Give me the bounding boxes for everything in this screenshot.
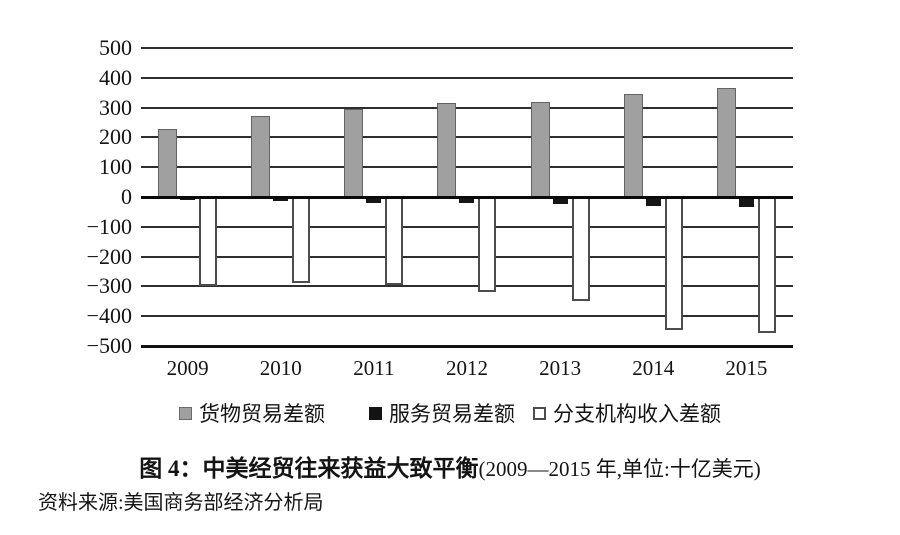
legend-label-goods: 货物贸易差额 xyxy=(199,402,325,426)
bar-white-2011 xyxy=(385,197,404,285)
legend-item-goods: 货物贸易差额 xyxy=(179,398,325,428)
y-tick-label: −400 xyxy=(86,303,132,329)
bar-gray-2015 xyxy=(716,87,736,197)
bar-black-2011 xyxy=(366,197,382,203)
bar-white-2010 xyxy=(292,197,311,284)
x-tick-label-2010: 2010 xyxy=(259,356,302,380)
y-tick-label: 100 xyxy=(99,154,132,180)
bar-white-2009 xyxy=(199,197,217,287)
zero-axis-line xyxy=(141,195,793,199)
y-tick-label: −500 xyxy=(86,333,132,358)
x-tick-label-2012: 2012 xyxy=(445,356,488,380)
y-tick-label: 500 xyxy=(99,35,132,60)
bar-gray-2011 xyxy=(344,109,364,197)
gridline-300 xyxy=(141,106,793,109)
gridline--400 xyxy=(141,315,793,318)
figure-title-main: 图 4：中美经贸往来获益大致平衡 xyxy=(139,456,479,481)
bar-black-2013 xyxy=(552,197,568,205)
y-tick-label: 400 xyxy=(99,64,132,90)
bar-gray-2014 xyxy=(623,94,643,197)
legend: 货物贸易差额 服务贸易差额 分支机构收入差额 xyxy=(0,398,900,428)
x-tick-label-2009: 2009 xyxy=(166,356,209,380)
source-note: 资料来源:美国商务部经济分析局 xyxy=(38,492,324,514)
gridline--100 xyxy=(141,225,793,228)
bar-white-2014 xyxy=(664,197,683,330)
gridline--200 xyxy=(141,255,793,258)
bar-gray-2012 xyxy=(437,103,457,197)
bar-white-2012 xyxy=(478,197,497,293)
x-tick-label-2013: 2013 xyxy=(539,356,582,380)
bar-gray-2010 xyxy=(251,115,271,197)
goods-swatch-icon xyxy=(179,406,192,420)
y-tick-label: 300 xyxy=(99,94,132,120)
bar-gray-2009 xyxy=(158,129,177,197)
y-tick-label: 200 xyxy=(99,124,132,150)
legend-item-services: 服务贸易差额 xyxy=(369,398,515,428)
figure-title-subtitle: (2009—2015 年,单位:十亿美元) xyxy=(478,457,761,481)
gridline--300 xyxy=(141,285,793,288)
plot-area xyxy=(141,47,793,348)
y-tick-label: −300 xyxy=(86,273,132,299)
gridline-100 xyxy=(141,166,793,169)
legend-label-branch: 分支机构收入差额 xyxy=(553,402,721,426)
x-tick-label-2014: 2014 xyxy=(632,356,675,380)
bar-white-2015 xyxy=(757,197,776,333)
gridline-400 xyxy=(141,76,793,79)
gridline-200 xyxy=(141,136,793,139)
figure-title: 图 4：中美经贸往来获益大致平衡(2009—2015 年,单位:十亿美元) xyxy=(15,449,885,483)
y-tick-label: −200 xyxy=(86,243,132,269)
legend-item-branch: 分支机构收入差额 xyxy=(533,398,721,428)
x-tick-label-2011: 2011 xyxy=(353,356,395,380)
bar-black-2010 xyxy=(273,197,289,202)
bar-gray-2013 xyxy=(530,101,550,197)
bar-white-2013 xyxy=(571,197,590,302)
x-tick-label-2015: 2015 xyxy=(725,356,768,380)
bar-black-2015 xyxy=(738,197,754,208)
y-tick-label: −100 xyxy=(86,213,132,239)
bar-black-2012 xyxy=(459,197,475,203)
gridline-500 xyxy=(141,47,793,49)
bar-black-2014 xyxy=(645,197,661,206)
services-swatch-icon xyxy=(369,406,382,420)
gridline--500 xyxy=(141,345,793,348)
y-tick-label: 0 xyxy=(121,184,132,209)
legend-label-services: 服务贸易差额 xyxy=(389,402,515,426)
branch-swatch-icon xyxy=(533,406,546,420)
